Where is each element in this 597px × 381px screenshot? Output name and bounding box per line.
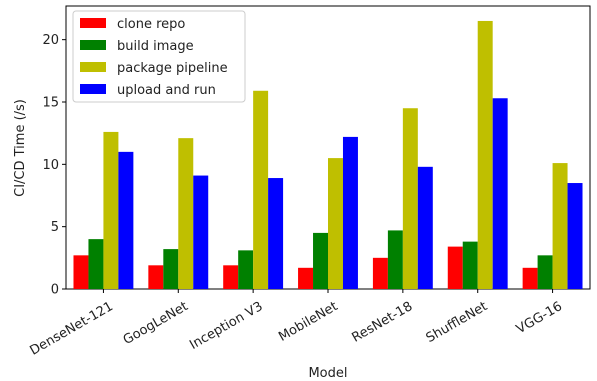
bar-build-image-Inception-V3: [238, 250, 254, 289]
y-tick-label: 15: [42, 95, 59, 110]
y-tick-label: 10: [42, 158, 59, 173]
bars-group: [73, 20, 583, 290]
bar-build-image-ShuffleNet: [462, 241, 478, 289]
bar-upload-and-run-GoogLeNet: [193, 175, 209, 289]
bar-build-image-ResNet-18: [387, 230, 403, 289]
y-axis: 0 5 10 15 20: [42, 33, 66, 298]
bar-package-pipeline-Inception-V3: [253, 90, 269, 289]
bar-upload-and-run-DenseNet-121: [118, 151, 134, 289]
bar-package-pipeline-DenseNet-121: [103, 131, 119, 289]
bar-build-image-DenseNet-121: [88, 239, 104, 289]
bar-clone-repo-Inception-V3: [223, 265, 239, 289]
legend-entry: package pipeline: [117, 61, 228, 76]
y-axis-label: CI/CD Time (/s): [13, 99, 28, 197]
x-tick-label: ShuffleNet: [424, 299, 490, 346]
bar-build-image-GoogLeNet: [163, 249, 179, 289]
x-tick-label: VGG-16: [514, 299, 565, 337]
bar-upload-and-run-ShuffleNet: [492, 98, 508, 289]
legend-box: [72, 10, 246, 103]
legend-entry: build image: [117, 39, 194, 54]
bar-package-pipeline-MobileNet: [328, 158, 343, 289]
legend: clone repo build image package pipeline upl…: [72, 10, 246, 103]
x-tick-label: ResNet-18: [349, 299, 415, 346]
bar-clone-repo-DenseNet-121: [73, 255, 89, 289]
x-tick-label: MobileNet: [276, 299, 340, 345]
bar-clone-repo-GoogLeNet: [148, 265, 164, 289]
bar-clone-repo-VGG-16: [522, 267, 538, 289]
x-tick-label: DenseNet-121: [27, 299, 115, 359]
bar-upload-and-run-Inception-V3: [268, 178, 284, 289]
legend-swatch: [80, 18, 106, 28]
bar-package-pipeline-VGG-16: [552, 163, 568, 289]
bar-package-pipeline-ResNet-18: [402, 108, 418, 290]
bar-clone-repo-ShuffleNet: [447, 246, 463, 289]
y-tick-label: 20: [42, 33, 59, 48]
x-axis-label: Model: [308, 366, 347, 381]
legend-swatch: [80, 84, 106, 94]
bar-upload-and-run-VGG-16: [567, 183, 583, 289]
bar-package-pipeline-GoogLeNet: [178, 138, 194, 289]
bar-upload-and-run-ResNet-18: [417, 166, 433, 289]
legend-entry: clone repo: [117, 17, 185, 32]
bar-package-pipeline-ShuffleNet: [477, 20, 493, 289]
y-tick-label: 0: [51, 283, 59, 298]
bar-clone-repo-MobileNet: [298, 267, 314, 289]
x-tick-label: GoogLeNet: [121, 299, 191, 348]
y-tick-label: 5: [51, 220, 59, 235]
x-tick-label: Inception V3: [187, 299, 265, 353]
bar-clone-repo-ResNet-18: [372, 257, 388, 289]
legend-swatch: [80, 40, 106, 50]
bar-build-image-VGG-16: [537, 255, 553, 289]
legend-swatch: [80, 62, 106, 72]
legend-entry: upload and run: [117, 83, 216, 98]
bar-build-image-MobileNet: [313, 232, 328, 289]
bar-upload-and-run-MobileNet: [342, 136, 358, 289]
